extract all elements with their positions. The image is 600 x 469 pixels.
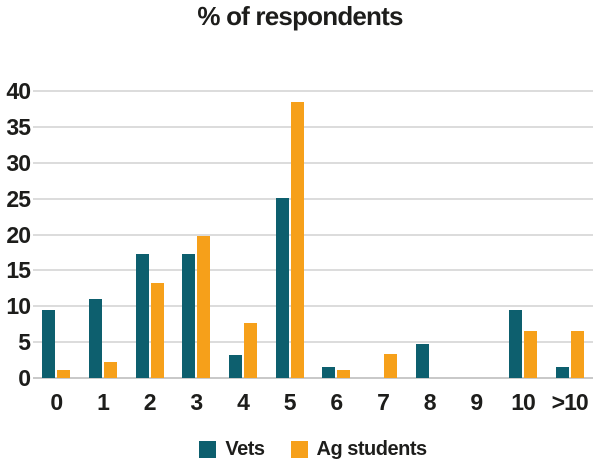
- bar-vets-10: [555, 366, 569, 378]
- y-tick-label-40: 40: [6, 78, 31, 104]
- x-tick-label-2: 2: [143, 389, 157, 415]
- x-tick-label-10: 10: [511, 389, 536, 415]
- x-tick-label-7: 7: [377, 389, 390, 415]
- gridline-30: [33, 161, 593, 164]
- bar-vets-10: [508, 309, 522, 378]
- y-tick-label-0: 0: [18, 365, 31, 391]
- bar-ag-students-4: [243, 322, 257, 378]
- y-tick-label-25: 25: [6, 185, 31, 212]
- gridline-0: [33, 377, 593, 379]
- gridline-15: [33, 269, 593, 272]
- x-tick-label-4: 4: [237, 389, 250, 415]
- bar-ag-students-7: [383, 354, 397, 378]
- legend-item-ag-students: Ag students: [290, 437, 428, 461]
- plot-area: [33, 90, 593, 379]
- category-group-4: [220, 91, 267, 378]
- legend-label-ag-students: Ag students: [316, 437, 428, 460]
- gridline-20: [33, 233, 593, 236]
- y-tick-label-10: 10: [6, 293, 31, 320]
- x-tick-label-10: >10: [551, 389, 589, 415]
- category-group-1: [80, 91, 127, 378]
- category-group-7: [360, 91, 407, 378]
- x-tick-label-1: 1: [97, 389, 110, 415]
- x-tick-label-0: 0: [50, 389, 63, 415]
- legend: Vets Ag students: [33, 437, 593, 461]
- category-group-2: [126, 91, 173, 378]
- bar-vets-8: [415, 344, 429, 378]
- gridline-5: [33, 341, 593, 344]
- gridline-25: [33, 197, 593, 200]
- bar-ag-students-0: [57, 370, 71, 378]
- category-group-10: [500, 91, 547, 378]
- y-tick-label-35: 35: [6, 113, 31, 140]
- gridline-10: [33, 305, 593, 308]
- bar-ag-students-5: [290, 101, 304, 378]
- category-group-0: [33, 91, 80, 378]
- y-tick-label-30: 30: [6, 149, 31, 176]
- legend-item-vets: Vets: [199, 437, 265, 461]
- bar-vets-2: [135, 253, 149, 378]
- bar-vets-4: [228, 355, 242, 378]
- bar-ag-students-3: [197, 235, 211, 378]
- legend-label-vets: Vets: [225, 437, 265, 460]
- x-tick-label-9: 9: [470, 389, 483, 415]
- category-group-6: [313, 91, 360, 378]
- x-axis: 0 1 2 3 4 5 6 7 8 9 10 >10: [33, 388, 593, 416]
- bar-ag-students-1: [103, 362, 117, 378]
- bars-layer: [33, 91, 593, 378]
- bar-ag-students-10: [523, 330, 537, 378]
- y-axis: 0 5 10 15 20 25 30 35 40: [0, 79, 31, 390]
- gridline-40: [33, 90, 593, 92]
- bar-ag-students-6: [337, 370, 351, 378]
- bar-vets-0: [42, 309, 56, 378]
- category-group-10: [546, 91, 593, 378]
- y-tick-label-20: 20: [6, 221, 31, 248]
- legend-swatch-ag-students: [290, 440, 308, 458]
- x-tick-label-6: 6: [330, 389, 343, 415]
- category-group-3: [173, 91, 220, 378]
- y-tick-label-15: 15: [6, 257, 31, 284]
- category-group-5: [266, 91, 313, 378]
- bar-ag-students-10: [570, 330, 584, 378]
- bar-vets-5: [275, 197, 289, 378]
- category-group-9: [453, 91, 500, 378]
- y-tick-label-5: 5: [18, 329, 31, 356]
- x-tick-label-8: 8: [423, 389, 437, 415]
- x-tick-label-5: 5: [283, 389, 297, 415]
- x-tick-label-3: 3: [190, 389, 203, 415]
- bar-vets-1: [88, 299, 102, 378]
- category-group-8: [406, 91, 453, 378]
- gridline-35: [33, 125, 593, 128]
- bar-vets-3: [182, 253, 196, 378]
- bar-vets-6: [322, 366, 336, 378]
- bar-ag-students-2: [150, 283, 164, 378]
- legend-swatch-vets: [199, 440, 217, 458]
- chart-title: % of respondents: [197, 1, 403, 31]
